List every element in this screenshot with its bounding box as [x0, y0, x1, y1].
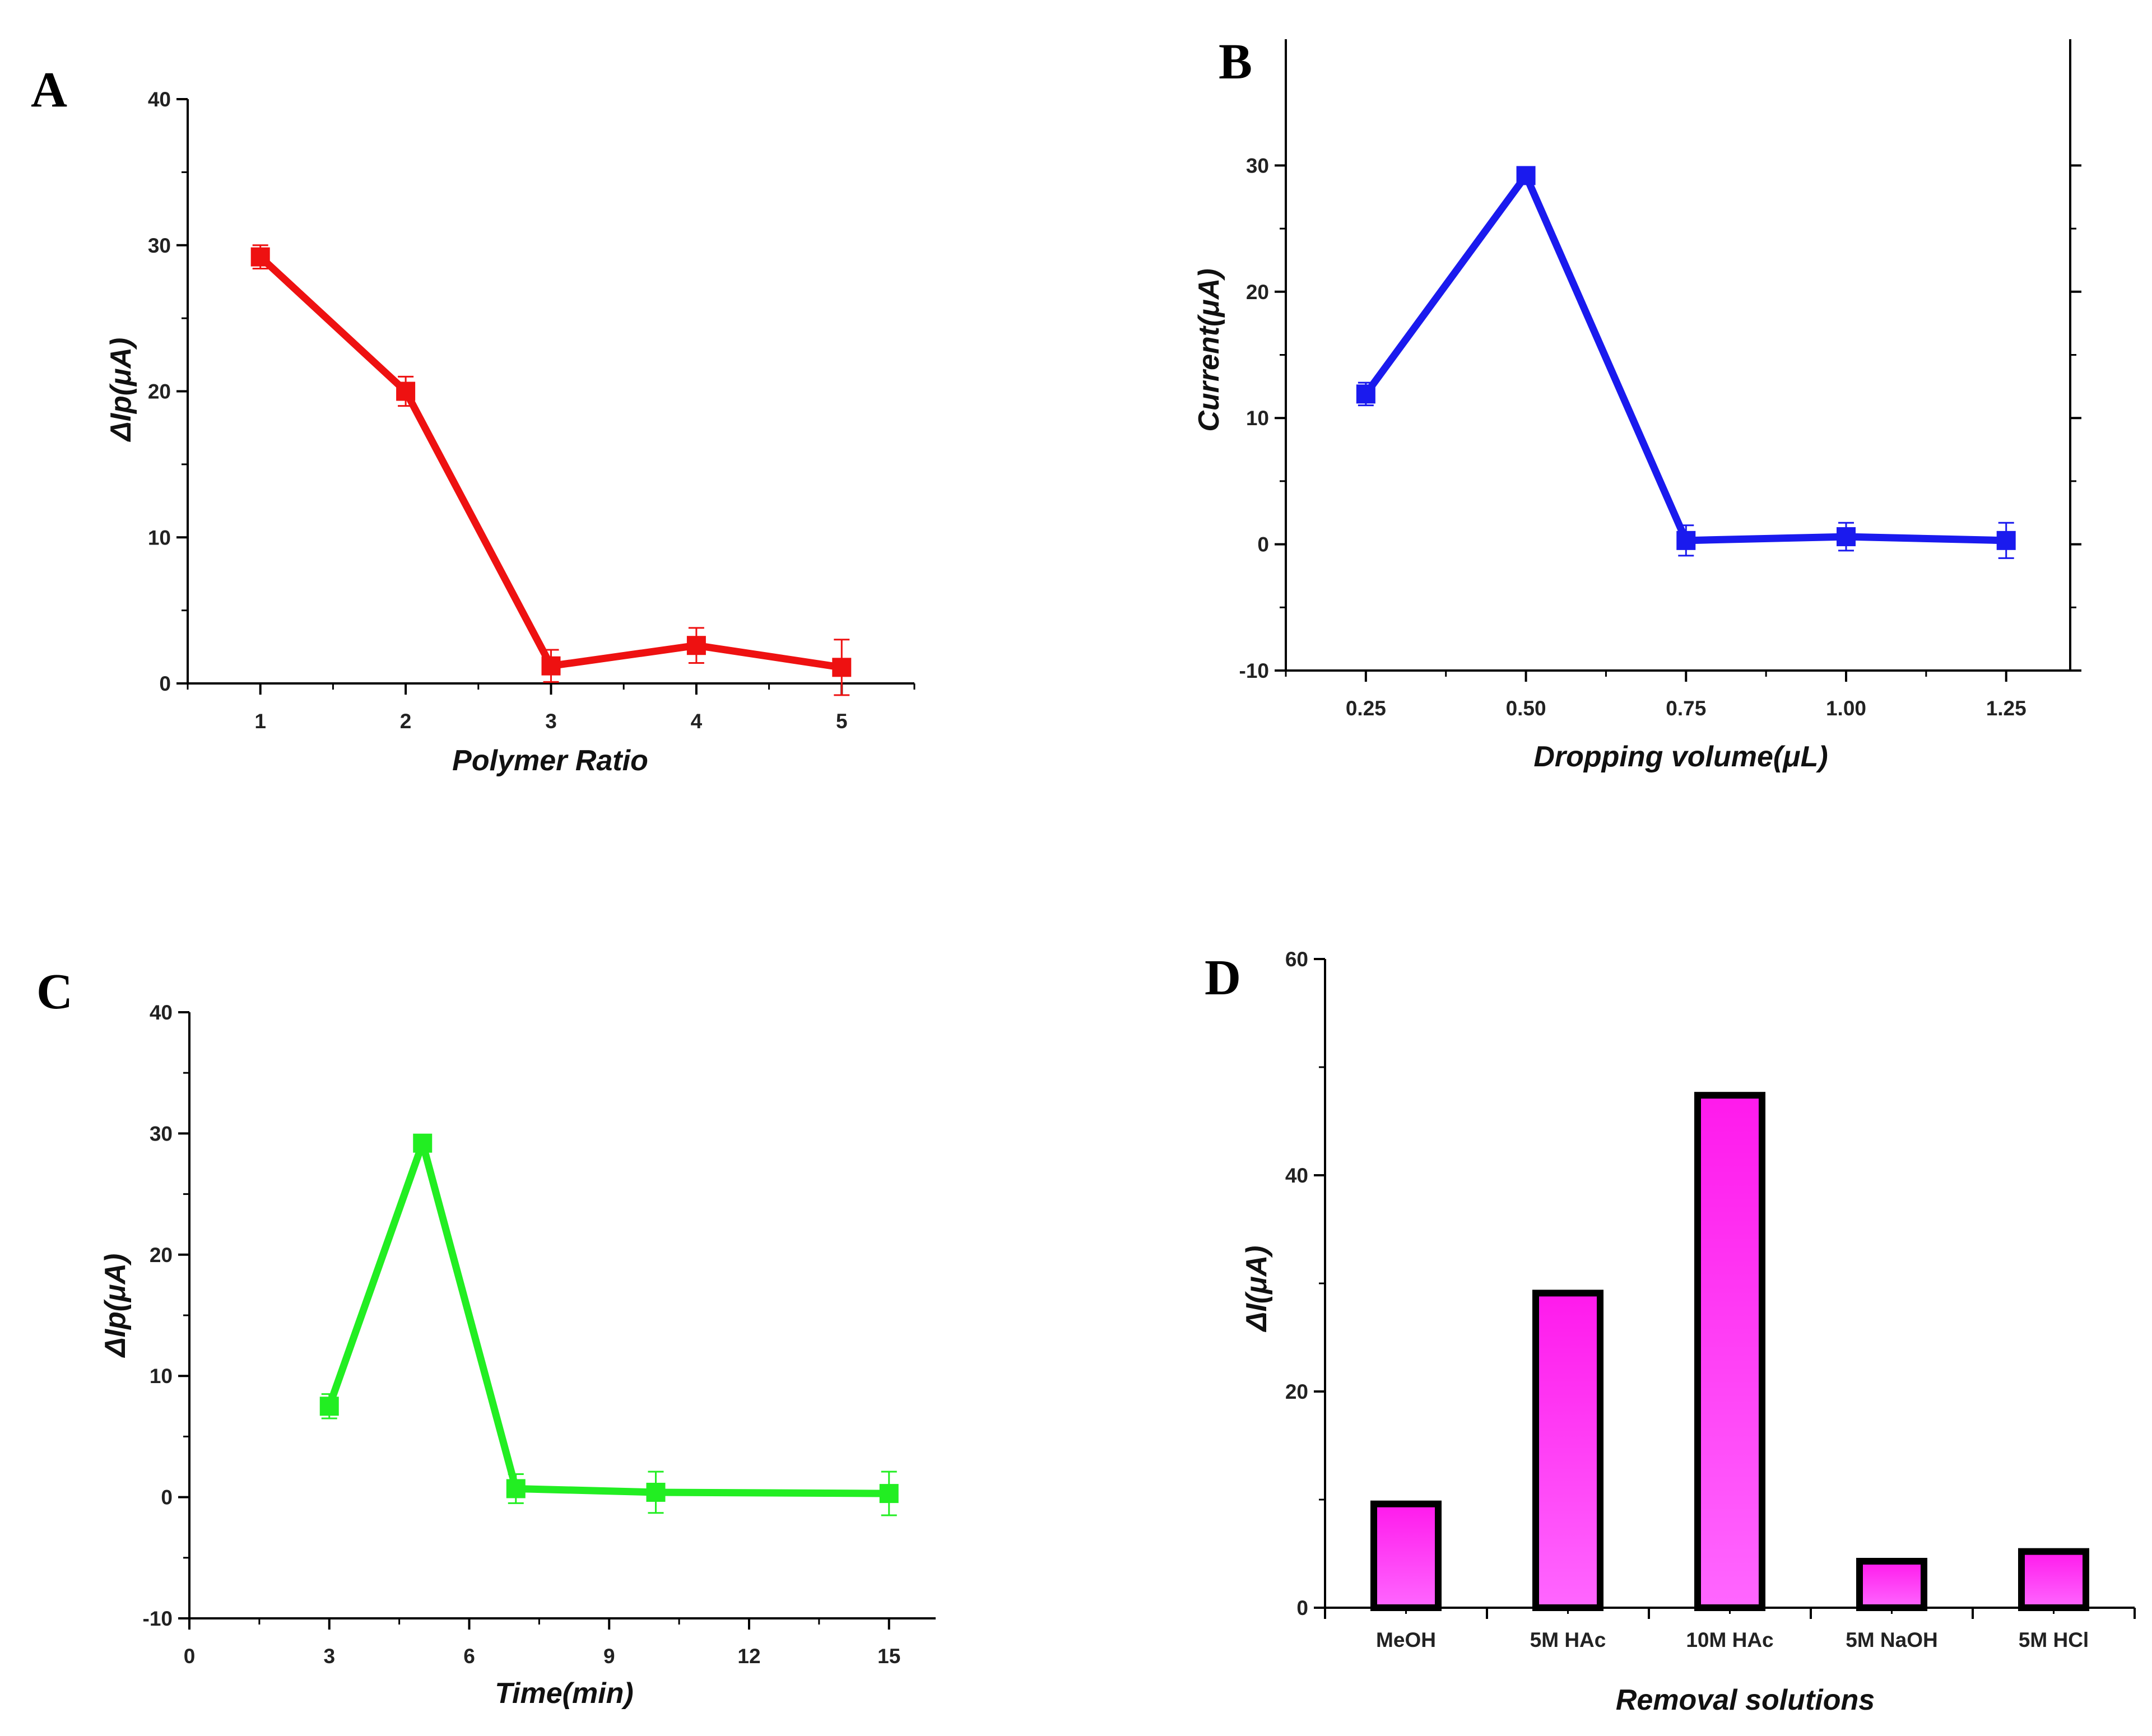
x-tick-label-a: 4: [691, 710, 703, 733]
y-tick-label-d: 20: [1285, 1380, 1308, 1403]
data-point-b: [1516, 166, 1536, 185]
panel-letter-b: B: [1219, 34, 1252, 90]
y-tick-label-c: -10: [143, 1607, 173, 1630]
y-tick-label-d: 0: [1296, 1597, 1308, 1619]
y-tick-label-d: 40: [1285, 1164, 1308, 1187]
x-tick-label-d: 5M HAc: [1530, 1628, 1606, 1651]
bar-d: [1856, 1558, 1927, 1612]
plot-b: -10 0 10 20 30 0.25 0.50 0.75 1.00 1.25: [1239, 39, 2081, 720]
x-tick-label-c: 6: [463, 1645, 475, 1668]
plot-a: 0 10 20 30 40 1 2 3 4 5: [148, 88, 915, 733]
y-tick-label-c: 30: [150, 1122, 173, 1145]
data-point-a: [832, 658, 852, 677]
data-point-b: [1356, 384, 1375, 404]
x-tick-label-c: 0: [184, 1645, 196, 1668]
x-tick-label-b: 1.00: [1826, 697, 1866, 720]
y-tick-label-a: 40: [148, 88, 171, 111]
bar-d: [2018, 1548, 2089, 1611]
y-axis-label-c: ΔIp(μA): [99, 1254, 132, 1358]
series-line-c: [326, 1139, 889, 1497]
y-tick-label-c: 10: [150, 1365, 173, 1388]
y-tick-label-b: -10: [1239, 659, 1269, 682]
data-point-a: [396, 381, 416, 401]
data-point-a: [250, 247, 270, 267]
plot-c: -10 0 10 20 30 40 0 3 6 9 12 15: [143, 1001, 936, 1668]
x-axis-label-c: Time(min): [495, 1677, 634, 1710]
data-point-b: [1837, 527, 1856, 547]
data-point-b: [1996, 530, 2016, 550]
y-axis-label-b: Current(μA): [1193, 268, 1225, 431]
x-tick-label-a: 5: [836, 710, 848, 733]
plot-d: 0 20 40 60 MeOH 5M HAc 10M HAc 5M NaOH 5M HCl: [1285, 948, 2136, 1651]
panel-letter-d: D: [1205, 950, 1241, 1006]
panel-a: A 0 10 20 30 40 1 2 3 4 5 Polymer Ratio ΔIp(μA): [31, 62, 915, 777]
y-tick-label-a: 10: [148, 526, 171, 549]
x-tick-label-c: 3: [323, 1645, 335, 1668]
series-line-a: [258, 254, 843, 671]
x-tick-label-c: 9: [603, 1645, 615, 1668]
y-tick-label-c: 40: [150, 1001, 173, 1024]
data-point-c: [879, 1484, 899, 1504]
y-axis-label-d: ΔI(μA): [1240, 1246, 1273, 1333]
y-tick-label-a: 0: [159, 672, 171, 695]
panel-letter-a: A: [31, 62, 67, 118]
y-tick-label-c: 0: [161, 1486, 173, 1509]
bar-d: [1532, 1290, 1603, 1612]
y-axis-label-a: ΔIp(μA): [105, 338, 137, 443]
x-tick-label-b: 1.25: [1986, 697, 2026, 720]
data-point-a: [686, 636, 706, 655]
x-tick-label-c: 12: [737, 1645, 760, 1668]
data-point-c: [646, 1482, 666, 1502]
x-tick-label-b: 0.25: [1346, 697, 1386, 720]
x-tick-label-d: MeOH: [1376, 1628, 1436, 1651]
y-tick-label-b: 10: [1246, 407, 1269, 430]
x-tick-label-c: 15: [877, 1645, 900, 1668]
y-tick-label-d: 60: [1285, 948, 1308, 971]
x-tick-label-d: 5M NaOH: [1846, 1628, 1937, 1651]
y-tick-label-a: 20: [148, 380, 171, 403]
x-axis-label-a: Polymer Ratio: [452, 744, 648, 777]
y-tick-label-b: 20: [1246, 281, 1269, 304]
data-point-c: [413, 1133, 433, 1153]
series-line-b: [1363, 171, 2006, 544]
x-tick-label-a: 1: [254, 710, 266, 733]
y-tick-label-c: 20: [150, 1244, 173, 1267]
panel-c: C -10 0 10 20 30 40 0 3 6 9 12 15 Time(min) ΔIp(μA): [36, 964, 936, 1710]
x-tick-label-a: 3: [545, 710, 557, 733]
y-tick-label-b: 30: [1246, 154, 1269, 177]
y-tick-label-a: 30: [148, 234, 171, 257]
x-tick-label-d: 10M HAc: [1686, 1628, 1773, 1651]
bar-d: [1694, 1092, 1765, 1612]
x-tick-label-b: 0.75: [1666, 697, 1706, 720]
data-point-c: [319, 1397, 339, 1416]
panel-b: B -10 0 10 20 30 0.25 0.50 0.75 1.00 1.25 Droppin…: [1193, 34, 2081, 773]
x-tick-label-a: 2: [400, 710, 412, 733]
y-tick-label-b: 0: [1257, 533, 1269, 556]
data-point-a: [541, 656, 561, 676]
x-axis-label-b: Dropping volume(μL): [1533, 741, 1828, 773]
x-tick-label-d: 5M HCl: [2019, 1628, 2089, 1651]
bar-d: [1370, 1500, 1442, 1611]
x-tick-label-b: 0.50: [1506, 697, 1546, 720]
data-point-c: [506, 1479, 526, 1498]
panel-letter-c: C: [36, 964, 73, 1020]
x-axis-label-d: Removal solutions: [1616, 1684, 1875, 1716]
data-point-b: [1676, 530, 1696, 550]
